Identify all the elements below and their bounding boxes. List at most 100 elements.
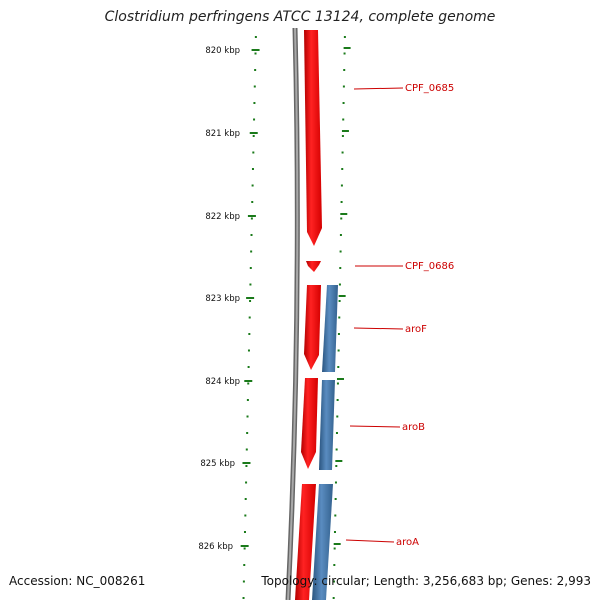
ruler-dot	[243, 564, 246, 566]
gene-red-segment-4[interactable]	[301, 378, 318, 469]
ruler-dot	[252, 151, 255, 154]
ruler-dot	[243, 531, 246, 533]
ruler-dot	[249, 267, 252, 269]
position-label-821: 821 kbp	[205, 129, 240, 139]
ruler-dot	[332, 597, 335, 599]
ruler-dot	[249, 283, 252, 286]
ruler-dot	[252, 135, 255, 137]
ruler-dot	[246, 399, 249, 401]
position-label-826: 826 kbp	[198, 542, 233, 552]
ruler-dot	[337, 333, 340, 335]
leader-aroa	[345, 539, 395, 543]
ruler-dot	[254, 52, 257, 55]
ruler-dot	[341, 135, 344, 137]
ruler-dot	[333, 531, 336, 533]
gene-red-segment-3[interactable]	[304, 285, 321, 370]
ruler-dot	[341, 151, 344, 154]
gene-arob[interactable]	[319, 380, 335, 470]
ruler-dot	[342, 118, 345, 121]
ruler-dot	[333, 547, 336, 550]
ruler-dot	[244, 498, 247, 500]
ruler-dot	[247, 349, 250, 352]
ruler-dot	[253, 102, 256, 104]
gene-aroa[interactable]	[312, 484, 333, 600]
gene-label-arof[interactable]: aroF	[405, 324, 427, 335]
position-label-823: 823 kbp	[205, 294, 240, 304]
ruler-dot	[242, 597, 245, 599]
gene-cpf-0686[interactable]	[306, 261, 321, 272]
ruler-dot	[334, 481, 337, 484]
ruler-dot	[250, 250, 253, 253]
ruler-dot	[253, 85, 256, 88]
ruler-dot	[343, 52, 346, 55]
gene-label-cpf-0686[interactable]: CPF_0686	[405, 261, 454, 272]
ruler-dot	[340, 184, 343, 187]
position-label-824: 824 kbp	[205, 377, 240, 387]
map-title: Clostridium perfringens ATCC 13124, comp…	[104, 9, 496, 25]
leader-arof	[353, 327, 404, 330]
position-ruler	[240, 36, 260, 599]
ruler-dot	[336, 415, 339, 418]
ruler-dot	[334, 514, 337, 517]
ruler-dot	[339, 250, 342, 253]
ruler-dot	[244, 514, 247, 517]
strand-ruler	[332, 36, 351, 599]
gene-arof[interactable]	[322, 285, 338, 372]
ruler-dot	[334, 498, 337, 500]
leader-cpf-0685	[353, 87, 404, 90]
ruler-dot	[248, 333, 251, 335]
ruler-dot	[337, 349, 340, 352]
ruler-dot	[247, 366, 250, 368]
ruler-dot	[247, 382, 250, 385]
leader-arob	[349, 425, 401, 428]
ruler-dot	[253, 118, 256, 121]
accession-label: Accession: NC_008261	[9, 574, 146, 588]
ruler-dot	[335, 432, 338, 434]
ruler-dot	[251, 201, 254, 203]
gene-label-arob[interactable]: aroB	[402, 422, 425, 433]
ruler-dot	[333, 564, 336, 566]
ruler-dot	[251, 168, 254, 170]
ruler-dot	[246, 415, 249, 418]
gene-label-cpf-0685[interactable]: CPF_0685	[405, 83, 454, 94]
ruler-dot	[251, 184, 254, 187]
ruler-dot	[336, 399, 339, 401]
ruler-dot	[245, 481, 248, 484]
ruler-dot	[249, 300, 252, 302]
ruler-dot	[339, 234, 342, 236]
ruler-dot	[250, 217, 253, 220]
position-label-820: 820 kbp	[205, 46, 240, 56]
genome-summary: Topology: circular; Length: 3,256,683 bp…	[261, 574, 591, 588]
ruler-dot	[337, 366, 340, 368]
ruler-dot	[341, 168, 344, 170]
ruler-dot	[338, 300, 341, 302]
ruler-dot	[242, 580, 245, 583]
gene-cpf-0685[interactable]	[304, 30, 322, 246]
ruler-dot	[343, 69, 346, 71]
ruler-dot	[335, 465, 338, 467]
ruler-dot	[342, 102, 345, 104]
gene-label-aroa[interactable]: aroA	[396, 537, 419, 548]
position-label-822: 822 kbp	[205, 212, 240, 222]
ruler-dot	[243, 547, 246, 550]
ruler-dot	[338, 316, 341, 319]
ruler-dot	[246, 432, 249, 434]
ruler-dot	[336, 382, 339, 385]
ruler-dot	[245, 465, 248, 467]
ruler-dot	[245, 448, 248, 451]
ruler-dot	[332, 580, 335, 583]
ruler-dot	[339, 267, 342, 269]
ruler-dot	[335, 448, 338, 451]
ruler-dot	[254, 36, 257, 38]
ruler-dot	[340, 201, 343, 203]
ruler-dot	[248, 316, 251, 319]
ruler-dot	[254, 69, 257, 71]
position-label-825: 825 kbp	[200, 459, 235, 469]
ruler-dot	[338, 283, 341, 286]
ruler-dot	[250, 234, 253, 236]
ruler-dot	[343, 36, 346, 38]
ruler-dot	[340, 217, 343, 220]
ruler-dot	[342, 85, 345, 88]
gene-red-segment-5[interactable]	[295, 484, 316, 600]
